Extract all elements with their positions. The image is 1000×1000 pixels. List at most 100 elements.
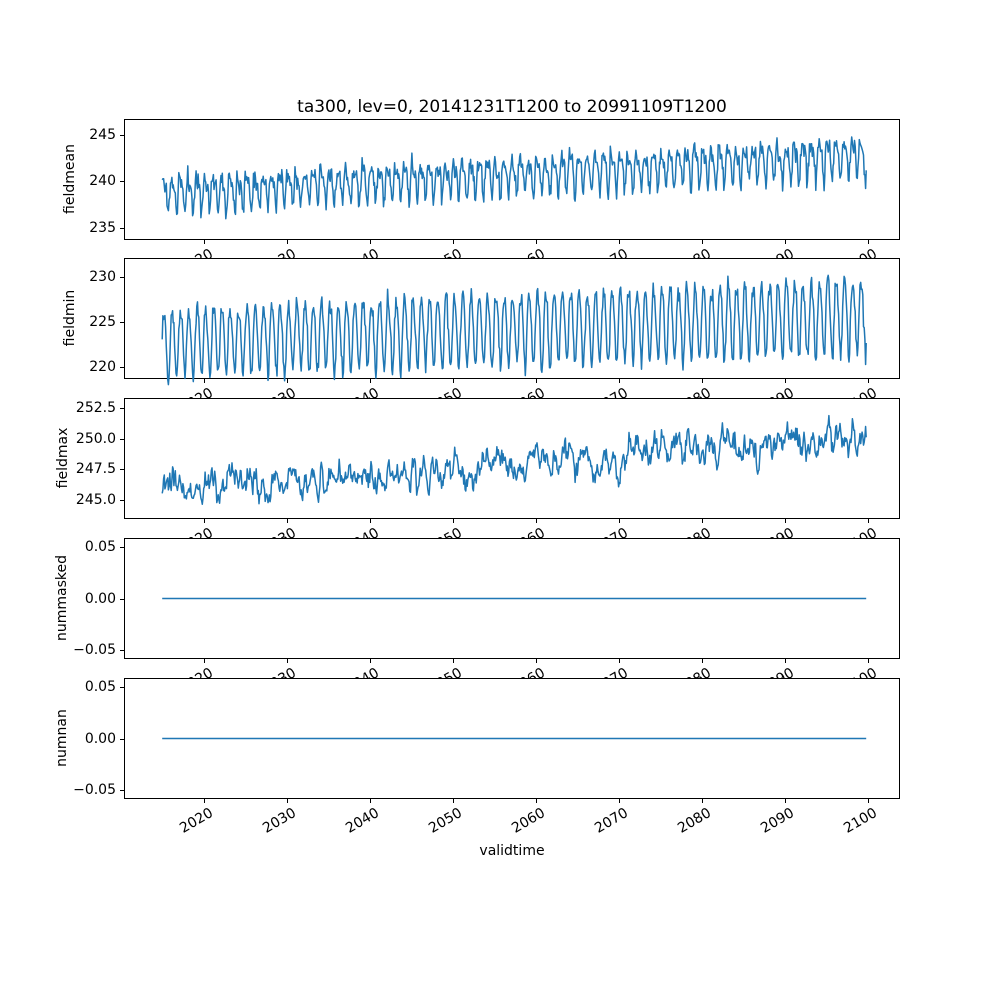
x-tick-mark — [535, 379, 537, 383]
x-tick-mark — [203, 240, 205, 244]
line-series — [161, 274, 867, 386]
x-tick-mark — [784, 659, 786, 663]
x-tick-label: 2070 — [591, 805, 631, 837]
y-tick-mark — [120, 546, 124, 548]
x-tick-mark — [701, 240, 703, 244]
y-tick-label: 240 — [89, 173, 116, 190]
x-tick-mark — [203, 799, 205, 803]
x-tick-mark — [867, 799, 869, 803]
x-tick-mark — [618, 240, 620, 244]
x-axis-label: validtime — [479, 843, 545, 859]
x-tick-mark — [701, 799, 703, 803]
y-tick-mark — [120, 438, 124, 440]
y-tick-mark — [120, 469, 124, 471]
x-tick-mark — [867, 659, 869, 663]
x-tick-mark — [286, 240, 288, 244]
x-tick-mark — [867, 379, 869, 383]
x-tick-mark — [784, 240, 786, 244]
x-tick-mark — [618, 659, 620, 663]
x-tick-mark — [369, 379, 371, 383]
x-tick-mark — [286, 659, 288, 663]
x-tick-mark — [535, 659, 537, 663]
axes-fieldmean: fieldmean 235240245202020302040205020602… — [62, 119, 900, 278]
y-tick-label: 0.00 — [84, 590, 116, 607]
y-tick-mark — [120, 227, 124, 229]
y-tick-mark — [120, 738, 124, 740]
x-tick-label: 2050 — [425, 805, 465, 837]
x-tick-mark — [452, 519, 454, 523]
axes-fieldmax: fieldmax 245.0247.5250.0252.520202030204… — [55, 398, 900, 557]
y-tick-label: 0.00 — [84, 730, 116, 747]
x-tick-mark — [369, 519, 371, 523]
x-tick-label: 2090 — [757, 805, 797, 837]
x-tick-mark — [867, 240, 869, 244]
y-tick-label: 0.05 — [84, 538, 116, 555]
x-tick-mark — [784, 379, 786, 383]
y-tick-label: −0.05 — [73, 642, 116, 659]
y-tick-mark — [120, 321, 124, 323]
x-tick-mark — [618, 519, 620, 523]
x-tick-mark — [286, 799, 288, 803]
x-tick-mark — [286, 379, 288, 383]
x-tick-mark — [203, 659, 205, 663]
y-tick-mark — [120, 366, 124, 368]
x-tick-mark — [369, 240, 371, 244]
x-tick-mark — [452, 379, 454, 383]
figure-title: ta300, lev=0, 20141231T1200 to 20991109T… — [297, 97, 727, 117]
y-tick-mark — [120, 686, 124, 688]
y-tick-label: 247.5 — [75, 461, 116, 478]
x-tick-label: 2040 — [342, 805, 382, 837]
y-tick-mark — [120, 407, 124, 409]
line-series — [161, 136, 867, 220]
y-tick-mark — [120, 181, 124, 183]
plot-line-fieldmax — [161, 414, 867, 505]
x-tick-mark — [452, 799, 454, 803]
x-tick-mark — [203, 379, 205, 383]
y-tick-mark — [120, 499, 124, 501]
x-tick-mark — [618, 799, 620, 803]
y-tick-label: 245.0 — [75, 491, 116, 508]
axes-fieldmin: fieldmin 2202252302020203020402050206020… — [62, 258, 900, 417]
y-tick-label: 0.05 — [84, 678, 116, 695]
plot-line-fieldmin — [161, 274, 867, 386]
y-tick-label: 220 — [89, 358, 116, 375]
x-tick-label: 2100 — [840, 805, 880, 837]
x-tick-mark — [784, 799, 786, 803]
x-tick-mark — [701, 519, 703, 523]
plot-line-nummasked — [162, 597, 867, 600]
y-tick-label: 230 — [89, 268, 116, 285]
y-tick-label: 235 — [89, 219, 116, 236]
x-tick-mark — [286, 519, 288, 523]
x-tick-label: 2030 — [259, 805, 299, 837]
y-tick-label: 252.5 — [75, 399, 116, 416]
x-tick-mark — [535, 240, 537, 244]
x-tick-mark — [701, 659, 703, 663]
x-tick-mark — [784, 519, 786, 523]
y-tick-mark — [120, 134, 124, 136]
y-tick-mark — [120, 598, 124, 600]
y-tick-label: −0.05 — [73, 782, 116, 799]
axes-numnan: numnan −0.05 0.00 0.05 2020 2030 2040 2050 2060… — [54, 678, 900, 837]
x-tick-mark — [867, 519, 869, 523]
x-tick-mark — [452, 240, 454, 244]
axes-nummasked: nummasked −0.050.000.0520202030204020502… — [54, 538, 900, 697]
y-tick-mark — [120, 790, 124, 792]
x-tick-mark — [701, 379, 703, 383]
y-tick-mark — [120, 650, 124, 652]
x-tick-label: 2020 — [176, 805, 216, 837]
plot-line-numnan — [162, 737, 867, 740]
x-tick-mark — [369, 659, 371, 663]
x-tick-mark — [535, 519, 537, 523]
x-tick-mark — [369, 799, 371, 803]
x-tick-mark — [452, 659, 454, 663]
line-series — [161, 414, 867, 505]
y-tick-label: 245 — [89, 126, 116, 143]
plot-line-fieldmean — [161, 136, 867, 220]
y-tick-mark — [120, 276, 124, 278]
x-tick-label: 2060 — [508, 805, 548, 837]
y-tick-label: 225 — [89, 313, 116, 330]
x-tick-mark — [618, 379, 620, 383]
x-tick-label: 2080 — [674, 805, 714, 837]
y-tick-label: 250.0 — [75, 430, 116, 447]
